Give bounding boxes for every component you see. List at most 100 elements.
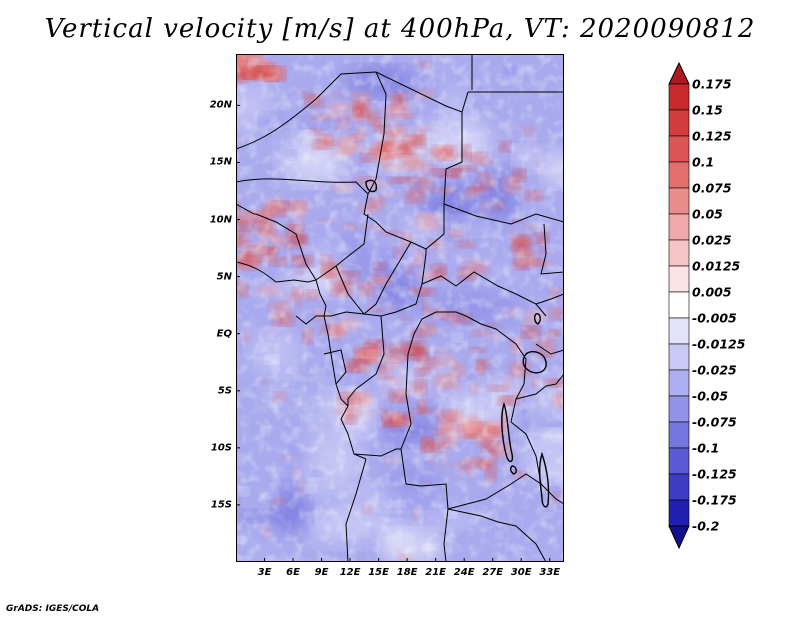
- lat-label-5n: 5N: [216, 271, 232, 283]
- border-line: [443, 203, 564, 225]
- lake-outline: [522, 350, 547, 374]
- lon-label-24e: 24E: [453, 567, 475, 578]
- colorbar-level-label: -0.05: [692, 388, 729, 404]
- lat-label-15n: 15N: [209, 156, 232, 168]
- colorbar-level-label: -0.2: [692, 518, 720, 534]
- border-line: [447, 473, 542, 510]
- colorbar-box: [668, 343, 690, 371]
- colorbar-box: [668, 421, 690, 449]
- colorbar-box: [668, 83, 690, 111]
- colorbar-level-label: 0.0125: [692, 258, 741, 274]
- border-line: [510, 421, 564, 505]
- border-line: [335, 241, 412, 315]
- colorbar-box: [668, 135, 690, 163]
- lake-outline: [501, 401, 514, 463]
- border-line: [367, 71, 387, 195]
- border-line: [443, 508, 449, 562]
- colorbar-box: [668, 369, 690, 397]
- border-line: [455, 271, 547, 317]
- colorbar-box: [668, 473, 690, 501]
- lat-label-10n: 10N: [209, 214, 232, 226]
- border-line: [255, 213, 317, 281]
- border-line: [465, 315, 527, 423]
- colorbar: [668, 62, 690, 550]
- lon-label-27e: 27E: [482, 567, 504, 578]
- lake-outline: [365, 179, 378, 193]
- colorbar-level-label: -0.075: [692, 414, 737, 430]
- border-line: [236, 203, 256, 215]
- border-line: [535, 293, 564, 305]
- lat-label-eq: EQ: [216, 328, 232, 340]
- colorbar-level-label: 0.025: [692, 232, 732, 248]
- colorbar-box: [668, 317, 690, 345]
- colorbar-level-label: -0.025: [692, 362, 737, 378]
- colorbar-level-label: -0.0125: [692, 336, 746, 352]
- colorbar-level-label: -0.125: [692, 466, 737, 482]
- field-texture: [236, 54, 564, 562]
- colorbar-box: [668, 265, 690, 293]
- border-line: [540, 223, 564, 275]
- lon-label-12e: 12E: [339, 567, 361, 578]
- colorbar-level-label: -0.005: [692, 310, 737, 326]
- axis-ticks: [236, 104, 551, 562]
- colorbar-box: [668, 291, 690, 319]
- colorbar-box: [668, 187, 690, 215]
- colorbar-box: [668, 447, 690, 475]
- colorbar-box: [668, 499, 690, 527]
- colorbar-top-arrow: [668, 62, 690, 85]
- colorbar-level-label: 0.005: [692, 284, 732, 300]
- lake-outline: [509, 465, 517, 475]
- lon-label-18e: 18E: [396, 567, 418, 578]
- chart-title: Vertical velocity [m/s] at 400hPa, VT: 2…: [44, 14, 756, 44]
- border-line: [295, 315, 317, 325]
- country-borders: [236, 54, 564, 562]
- lat-label-10s: 10S: [210, 442, 232, 454]
- lake-outline: [539, 451, 550, 508]
- border-line: [535, 343, 564, 355]
- colorbar-box: [668, 161, 690, 189]
- colorbar-level-label: 0.1: [692, 154, 715, 170]
- lon-label-30e: 30E: [510, 567, 532, 578]
- colorbar-box: [668, 213, 690, 241]
- lat-label-5s: 5S: [217, 385, 232, 397]
- coastline: [236, 261, 349, 407]
- border-line: [443, 112, 463, 205]
- lat-label-20n: 20N: [209, 99, 232, 111]
- border-line: [315, 213, 369, 281]
- colorbar-level-label: -0.1: [692, 440, 720, 456]
- vertical-velocity-map: [236, 54, 564, 562]
- border-line: [347, 315, 385, 406]
- border-line: [447, 508, 547, 562]
- colorbar-bottom-arrow: [668, 525, 690, 550]
- border-line: [421, 249, 427, 285]
- lon-label-21e: 21E: [425, 567, 447, 578]
- colorbar-box: [668, 109, 690, 137]
- colorbar-level-label: 0.125: [692, 128, 732, 144]
- colorbar-box: [668, 395, 690, 423]
- map-panel: [236, 54, 564, 562]
- border-line: [236, 71, 377, 150]
- border-line: [340, 405, 367, 460]
- credit-text: GrADS: IGES/COLA: [6, 604, 100, 614]
- colorbar-level-label: 0.175: [692, 76, 732, 92]
- border-line: [323, 349, 347, 385]
- lake-outlines: [365, 179, 550, 508]
- lon-label-6e: 6E: [286, 567, 300, 578]
- colorbar-level-label: 0.15: [692, 102, 723, 118]
- border-line: [363, 193, 445, 250]
- border-line: [236, 178, 369, 195]
- map-frame: [236, 54, 564, 562]
- border-line: [345, 458, 367, 562]
- border-line: [400, 448, 449, 510]
- lon-label-3e: 3E: [257, 567, 272, 578]
- border-line: [515, 373, 564, 400]
- lon-label-9e: 9E: [314, 567, 329, 578]
- colorbar-level-label: -0.175: [692, 492, 737, 508]
- border-line: [400, 311, 467, 450]
- colorbar-level-label: 0.05: [692, 206, 723, 222]
- lake-outline: [533, 313, 541, 325]
- border-line: [353, 448, 401, 457]
- colorbar-level-label: 0.075: [692, 180, 732, 196]
- lon-label-33e: 33E: [539, 567, 561, 578]
- colorbar-box: [668, 239, 690, 267]
